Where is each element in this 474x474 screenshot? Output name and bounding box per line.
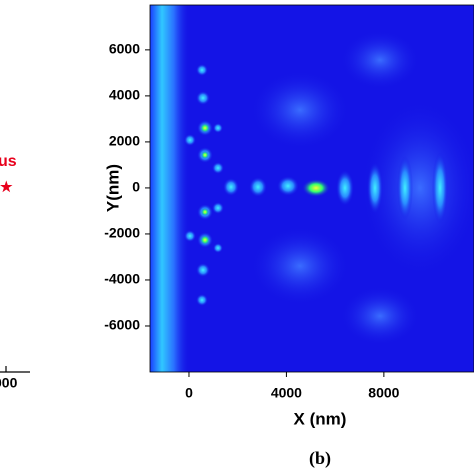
fringe [336,170,354,206]
y-axis-label: Y(nm) [103,164,122,212]
y-tick-label: -6000 [104,317,140,333]
glow [250,226,350,306]
y-tick-label: 0 [132,179,140,195]
legend-label: us [0,153,17,170]
x-tick-label: 8000 [368,385,399,401]
fringe [397,156,413,220]
y-tick-label: 2000 [109,133,140,149]
edge-band [150,5,190,372]
glow [340,286,420,346]
field-pattern [150,5,474,372]
x-tick-label: 0 [185,385,193,401]
spot [277,176,299,196]
y-tick-label: 6000 [109,41,140,57]
plot-frame [149,4,474,373]
glow [340,30,420,90]
fringe [367,162,383,214]
y-tick-label: -2000 [104,225,140,241]
y-tick-label: -4000 [104,271,140,287]
glow [360,98,474,278]
x-axis-label: X (nm) [294,409,347,428]
y-tick-label: 4000 [109,87,140,103]
bright-spots [200,123,210,245]
panel-caption: (b) [309,448,331,469]
spot [223,178,239,196]
plot-area: Y(nm) X (nm) (b) [103,4,474,469]
focal-spot [302,179,330,197]
glow [250,70,350,150]
x-tick-label: 4000 [271,385,302,401]
fringe [432,152,448,224]
x-tick-label: 000 [0,375,18,391]
side-spots [184,64,224,306]
legend-marker: ★ [0,179,13,195]
left-panel: us ★ 000 [0,153,30,391]
spot [249,177,267,197]
